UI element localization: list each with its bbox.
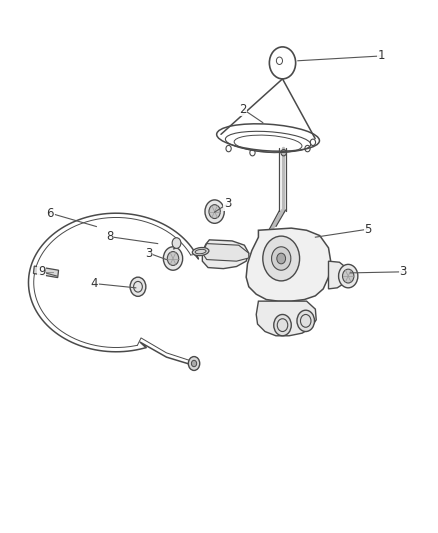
Circle shape — [167, 252, 179, 265]
Circle shape — [277, 253, 286, 264]
Circle shape — [274, 314, 291, 336]
Circle shape — [339, 264, 358, 288]
Polygon shape — [328, 261, 347, 289]
Circle shape — [172, 238, 181, 248]
Circle shape — [343, 269, 354, 283]
Circle shape — [297, 310, 314, 332]
Circle shape — [188, 357, 200, 370]
Circle shape — [272, 247, 291, 270]
Text: 2: 2 — [239, 103, 247, 116]
Polygon shape — [202, 244, 249, 261]
Text: 3: 3 — [399, 265, 406, 278]
Text: 4: 4 — [90, 277, 98, 290]
Circle shape — [205, 200, 224, 223]
Ellipse shape — [192, 247, 209, 256]
Circle shape — [191, 360, 197, 367]
Text: 9: 9 — [38, 265, 46, 278]
Circle shape — [209, 205, 220, 219]
Circle shape — [263, 236, 300, 281]
Text: 6: 6 — [46, 207, 54, 220]
Text: 8: 8 — [106, 230, 113, 243]
Polygon shape — [256, 301, 316, 336]
Polygon shape — [202, 240, 249, 269]
Polygon shape — [246, 228, 331, 301]
Polygon shape — [33, 266, 59, 278]
Text: 3: 3 — [145, 247, 152, 260]
Text: 5: 5 — [364, 223, 371, 236]
Text: 3: 3 — [224, 197, 231, 210]
Text: 1: 1 — [377, 50, 385, 62]
Circle shape — [130, 277, 146, 296]
Circle shape — [163, 247, 183, 270]
